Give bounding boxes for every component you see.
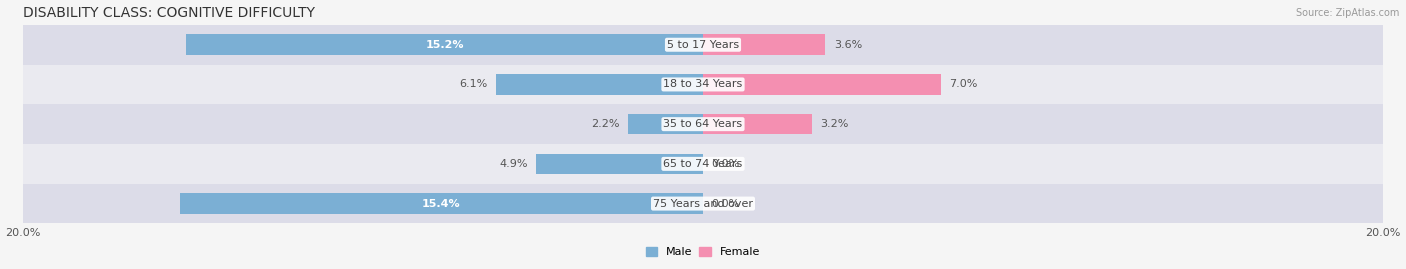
Bar [24, 25, 1382, 65]
Text: 3.2%: 3.2% [820, 119, 849, 129]
Bar [24, 65, 1382, 104]
Text: 0.0%: 0.0% [711, 159, 740, 169]
Bar [628, 114, 703, 134]
Text: 7.0%: 7.0% [949, 79, 977, 90]
Text: 3.6%: 3.6% [834, 40, 862, 50]
Text: 35 to 64 Years: 35 to 64 Years [664, 119, 742, 129]
Bar [24, 144, 1382, 184]
Legend: Male, Female: Male, Female [641, 242, 765, 261]
Text: 75 Years and over: 75 Years and over [652, 199, 754, 208]
Text: 65 to 74 Years: 65 to 74 Years [664, 159, 742, 169]
Bar [180, 193, 703, 214]
Text: 6.1%: 6.1% [458, 79, 486, 90]
Text: DISABILITY CLASS: COGNITIVE DIFFICULTY: DISABILITY CLASS: COGNITIVE DIFFICULTY [24, 6, 315, 20]
Text: 15.4%: 15.4% [422, 199, 461, 208]
Text: 4.9%: 4.9% [499, 159, 529, 169]
Bar [24, 184, 1382, 224]
Bar [24, 104, 1382, 144]
Bar [703, 34, 825, 55]
Text: 0.0%: 0.0% [711, 199, 740, 208]
Bar [703, 74, 941, 95]
Text: 2.2%: 2.2% [592, 119, 620, 129]
Bar [187, 34, 703, 55]
Bar [496, 74, 703, 95]
Bar [537, 154, 703, 174]
Text: 18 to 34 Years: 18 to 34 Years [664, 79, 742, 90]
Text: Source: ZipAtlas.com: Source: ZipAtlas.com [1295, 8, 1399, 18]
Text: 15.2%: 15.2% [426, 40, 464, 50]
Text: 5 to 17 Years: 5 to 17 Years [666, 40, 740, 50]
Bar [703, 114, 811, 134]
